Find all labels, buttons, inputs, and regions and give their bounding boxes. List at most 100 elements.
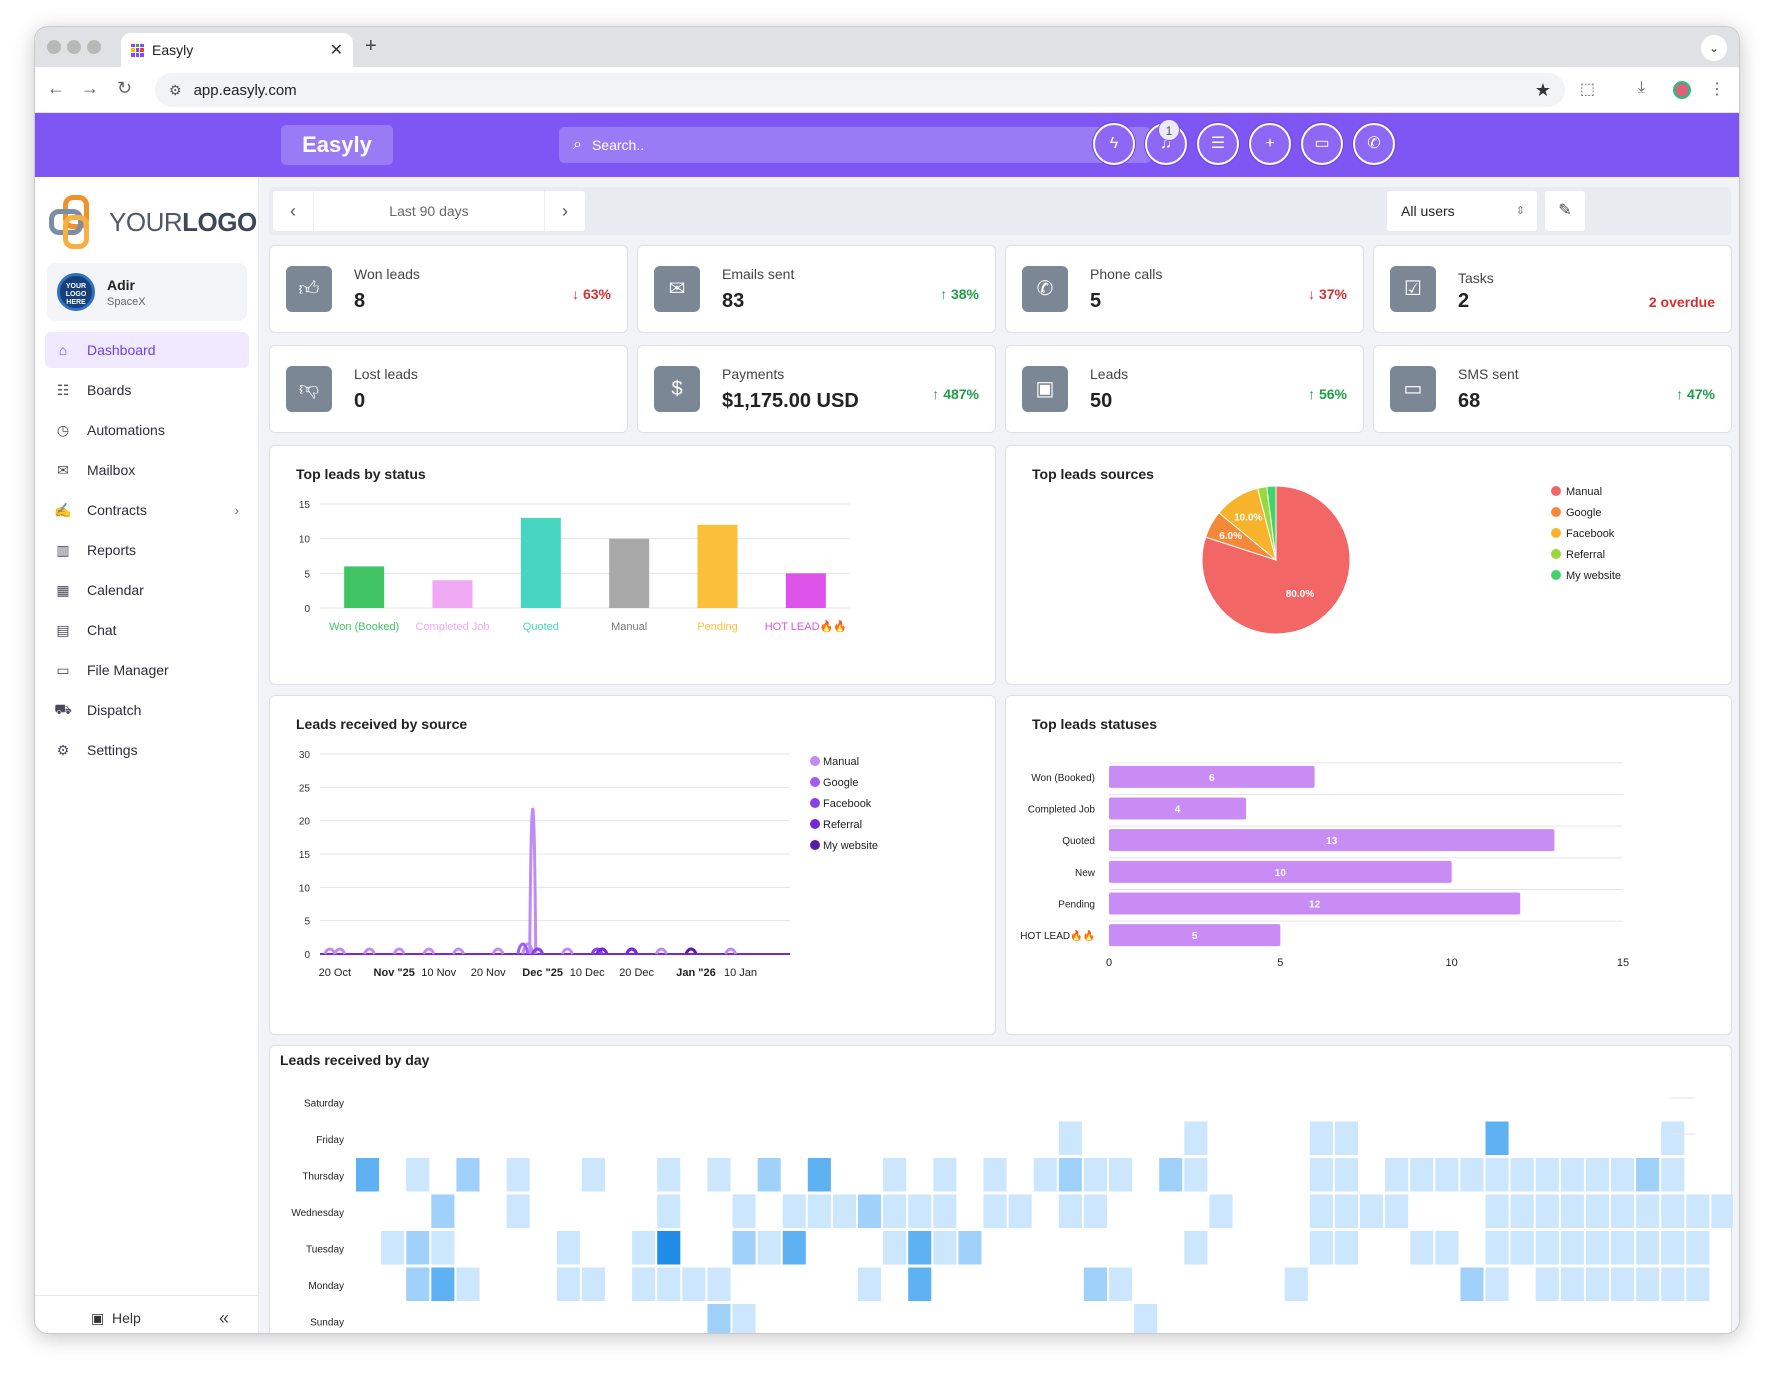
brand-logo[interactable]: Easyly — [281, 125, 393, 165]
kpi-card-phone-calls[interactable]: ✆ Phone calls 5 ↓ 37% — [1005, 245, 1364, 333]
previous-range-icon[interactable]: ‹ — [290, 201, 296, 221]
download-icon[interactable]: ⤓ — [1637, 79, 1645, 96]
quick-action-lightning-icon[interactable]: ϟ — [1093, 123, 1135, 165]
kpi-card-lost-leads[interactable]: 👎︎ Lost leads 0 — [269, 345, 628, 433]
back-icon[interactable]: ← — [47, 78, 65, 98]
heatmap-cell — [1410, 1231, 1434, 1265]
sidebar-item-settings[interactable]: ⚙ Settings — [45, 732, 249, 768]
kpi-card-payments[interactable]: $ Payments $1,175.00 USD ↑ 487% — [637, 345, 996, 433]
bar-value-label: 6 — [1209, 773, 1215, 784]
leads-by-day-heatmap: Saturday Friday Thursday Wednesday Tuesday Mo… — [291, 1097, 1733, 1333]
sidebar-item-dashboard[interactable]: ⌂ Dashboard — [45, 332, 249, 368]
kpi-card-tasks[interactable]: ☑ Tasks 2 2 overdue — [1373, 245, 1732, 333]
site-settings-icon[interactable]: ⚙ — [169, 81, 182, 98]
add-plus-icon[interactable]: + — [1249, 123, 1291, 165]
kpi-card-emails-sent[interactable]: ✉ Emails sent 83 ↑ 38% — [637, 245, 996, 333]
chart-icon: ▥ — [56, 541, 70, 558]
phone-dialer-icon[interactable]: ✆ — [1353, 123, 1395, 165]
window-close-dot[interactable] — [47, 40, 61, 54]
close-tab-icon[interactable]: ✕ — [329, 42, 343, 59]
notification-count-badge: 1 — [1158, 119, 1180, 141]
x-tick-label: 20 Nov — [471, 967, 506, 979]
browser-tab-bar: Easyly ✕ + ⌄ — [35, 27, 1739, 67]
heatmap-cell — [506, 1158, 530, 1192]
reload-icon[interactable]: ↻ — [117, 78, 133, 98]
heatmap-cell — [1058, 1158, 1082, 1192]
sms-icon: ▭ — [1390, 366, 1436, 412]
user-card[interactable]: YOUR LOGO HERE Adir SpaceX — [47, 263, 247, 321]
leads-sources-pie-chart: 80.0% 6.0% 10.0% Manual Google Facebook Referr… — [1201, 485, 1621, 635]
kpi-card-leads[interactable]: ▣ Leads 50 ↑ 56% — [1005, 345, 1364, 433]
kpi-label: Phone calls — [1090, 266, 1163, 282]
legend-label: Manual — [1566, 486, 1602, 498]
user-org: SpaceX — [107, 295, 146, 308]
heatmap-cell — [682, 1267, 706, 1301]
sidebar-item-chat[interactable]: ▤ Chat — [45, 612, 249, 648]
heatmap-cell — [1385, 1194, 1409, 1228]
kpi-card-sms-sent[interactable]: ▭ SMS sent 68 ↑ 47% — [1373, 345, 1732, 433]
x-tick-label: 15 — [1617, 957, 1629, 969]
window-zoom-dot[interactable] — [87, 40, 101, 54]
new-tab-icon[interactable]: + — [365, 35, 377, 57]
profile-avatar-icon[interactable] — [1673, 81, 1691, 99]
y-tick-label: New — [1075, 868, 1096, 879]
heatmap-cell — [1334, 1158, 1358, 1192]
bar — [1109, 765, 1315, 788]
sidebar-item-boards[interactable]: ☷ Boards — [45, 372, 249, 408]
bookmark-star-icon[interactable]: ★ — [1534, 79, 1551, 100]
sidebar-item-label: Boards — [87, 382, 132, 398]
edit-pencil-icon[interactable]: ✎ — [1545, 191, 1585, 231]
window-minimize-dot[interactable] — [67, 40, 81, 54]
sidebar-item-file-manager[interactable]: ▭ File Manager — [45, 652, 249, 688]
help-button[interactable]: ▣ Help — [91, 1310, 141, 1327]
forward-icon[interactable]: → — [81, 78, 99, 98]
slice-label: 80.0% — [1286, 589, 1314, 600]
collapse-sidebar-icon[interactable]: « — [219, 1308, 230, 1328]
browser-menu-icon[interactable]: ⋮ — [1709, 81, 1725, 98]
sidebar-item-automations[interactable]: ◷ Automations — [45, 412, 249, 448]
heatmap-cell — [1184, 1121, 1208, 1155]
sidebar-item-reports[interactable]: ▥ Reports — [45, 532, 249, 568]
tasks-list-icon[interactable]: ☰ — [1197, 123, 1239, 165]
tab-search-chevron-icon[interactable]: ⌄ — [1701, 35, 1727, 61]
kpi-delta: ↓ 37% — [1308, 286, 1347, 302]
heatmap-cell — [883, 1194, 907, 1228]
kpi-label: Lost leads — [354, 366, 418, 382]
kpi-label: Leads — [1090, 366, 1129, 382]
bar — [1109, 924, 1281, 947]
users-select[interactable]: All users ⇕ — [1387, 191, 1537, 231]
sidebar-item-contracts[interactable]: ✍ Contracts › — [45, 492, 249, 528]
date-range-label[interactable]: Last 90 days — [313, 191, 545, 231]
sidebar-item-label: Dashboard — [87, 342, 156, 358]
sidebar-item-mailbox[interactable]: ✉ Mailbox — [45, 452, 249, 488]
heatmap-cell — [1585, 1158, 1609, 1192]
browser-tab[interactable]: Easyly ✕ — [121, 33, 353, 67]
heatmap-cell — [1334, 1121, 1358, 1155]
heatmap-cell — [1385, 1158, 1409, 1192]
extensions-icon[interactable]: ⬚ — [1579, 81, 1595, 98]
heatmap-cell — [1661, 1231, 1685, 1265]
sidebar-item-calendar[interactable]: ▦ Calendar — [45, 572, 249, 608]
search-input[interactable]: ⌕ Search.. — [559, 127, 1151, 163]
legend-marker — [1551, 570, 1561, 580]
row-label: Thursday — [302, 1171, 344, 1182]
heatmap-cell — [1636, 1194, 1660, 1228]
mail-icon: ✉ — [57, 461, 69, 478]
x-tick-label: Jan "26 — [676, 967, 715, 979]
messages-chat-icon[interactable]: ▭ — [1301, 123, 1343, 165]
date-range-nav: ‹ Last 90 days › — [273, 191, 585, 231]
kpi-card-won-leads[interactable]: 👍︎ Won leads 8 ↓ 63% — [269, 245, 628, 333]
sidebar-footer: ▣ Help « — [35, 1295, 259, 1333]
heatmap-cell — [1510, 1158, 1534, 1192]
next-range-icon[interactable]: › — [562, 201, 568, 221]
x-tick-label: 10 Dec — [570, 967, 605, 979]
heatmap-cell — [1134, 1304, 1158, 1333]
phone-icon: ✆ — [1022, 266, 1068, 312]
company-logo[interactable]: YOURLOGO — [49, 195, 257, 249]
heatmap-cell — [1058, 1121, 1082, 1155]
chevron-right-icon[interactable]: › — [234, 502, 239, 518]
legend-label: Manual — [823, 756, 859, 768]
sidebar-item-dispatch[interactable]: ⛟ Dispatch — [45, 692, 249, 728]
pie-slice — [1266, 485, 1277, 561]
url-field[interactable]: ⚙ app.easyly.com ★ — [155, 73, 1565, 107]
